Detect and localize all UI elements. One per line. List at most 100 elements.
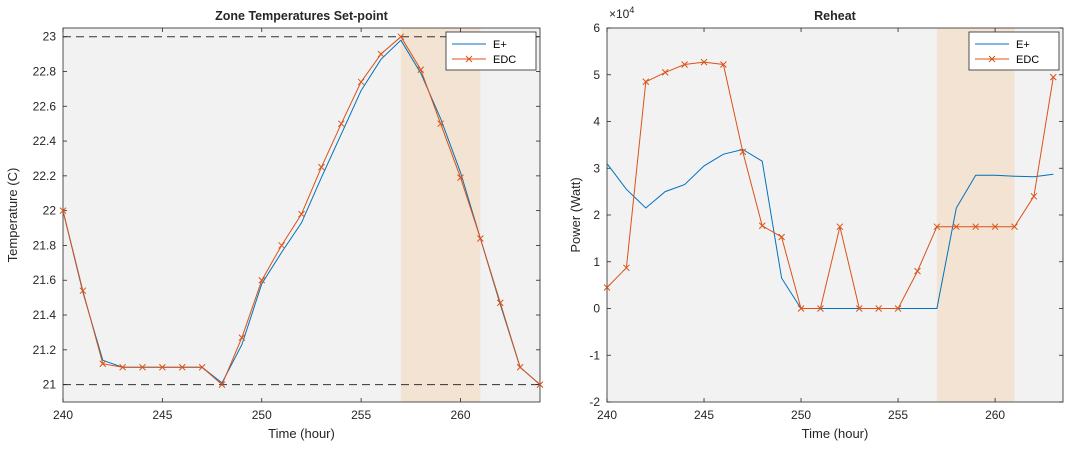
y-exponent-base: ×10 bbox=[609, 7, 630, 21]
data-point-marker bbox=[79, 287, 87, 295]
data-point-marker bbox=[972, 223, 980, 231]
marker-stroke bbox=[178, 363, 186, 371]
marker-stroke bbox=[397, 33, 405, 41]
marker-stroke bbox=[623, 264, 630, 272]
data-point-marker bbox=[894, 305, 902, 312]
data-point-marker bbox=[642, 78, 650, 86]
data-point-marker bbox=[59, 207, 67, 215]
data-point-marker bbox=[178, 363, 186, 371]
data-point-marker bbox=[914, 267, 921, 275]
y-tick-label: 21.2 bbox=[33, 343, 57, 357]
data-point-marker bbox=[238, 334, 246, 341]
marker-stroke bbox=[337, 120, 345, 128]
chart-zone-temperatures: 240 245 250 255 260 21 21.2 21.4 21.6 21.8 22 22.2 2… bbox=[5, 9, 544, 441]
data-point-marker bbox=[437, 120, 444, 128]
y-tick-label: 22.6 bbox=[33, 99, 57, 113]
y-tick-label: 3 bbox=[593, 161, 600, 175]
y-tick-label: 22 bbox=[43, 204, 57, 218]
marker-stroke bbox=[59, 207, 67, 215]
data-point-marker bbox=[536, 381, 544, 388]
data-point-marker bbox=[258, 276, 266, 284]
legend-zone-temp: E+ EDC bbox=[445, 31, 537, 71]
data-point-marker bbox=[139, 363, 146, 371]
data-point-marker bbox=[778, 233, 785, 241]
x-axis-label: Time (hour) bbox=[802, 426, 869, 441]
chart-title: Zone Temperatures Set-point bbox=[215, 9, 389, 23]
x-tick-label: 245 bbox=[694, 408, 714, 422]
marker-stroke bbox=[437, 120, 444, 128]
y-axis-label: Temperature (C) bbox=[5, 168, 20, 263]
data-point-marker bbox=[817, 305, 824, 312]
legend-marker bbox=[988, 55, 996, 63]
marker-stroke bbox=[457, 174, 464, 181]
y-tick-label: 1 bbox=[593, 255, 600, 269]
x-tick-label: 255 bbox=[888, 408, 908, 422]
legend-label: E+ bbox=[1016, 39, 1030, 51]
data-point-marker bbox=[119, 363, 126, 371]
marker-stroke bbox=[516, 363, 524, 371]
marker-stroke bbox=[836, 223, 844, 231]
y-tick-label: 21.6 bbox=[33, 273, 57, 287]
marker-stroke bbox=[278, 242, 285, 249]
series-line-edc bbox=[606, 61, 1054, 309]
marker-stroke bbox=[1049, 73, 1057, 81]
marker-stroke bbox=[99, 360, 107, 368]
data-point-marker bbox=[496, 299, 504, 307]
y-tick-label: 6 bbox=[593, 21, 600, 35]
data-point-marker bbox=[218, 381, 226, 388]
chart-title: Reheat bbox=[814, 9, 857, 23]
marker-stroke bbox=[238, 334, 246, 341]
marker-stroke bbox=[318, 163, 325, 171]
marker-stroke bbox=[218, 381, 226, 388]
marker-stroke bbox=[720, 61, 727, 68]
data-point-marker bbox=[700, 58, 708, 66]
data-point-marker bbox=[278, 242, 285, 249]
x-tick-label: 260 bbox=[450, 408, 470, 422]
data-point-marker bbox=[681, 61, 688, 68]
marker-stroke bbox=[952, 223, 960, 231]
y-tick-label: 2 bbox=[593, 208, 600, 222]
data-point-marker bbox=[836, 223, 844, 231]
series-line-e bbox=[606, 148, 1054, 309]
marker-stroke bbox=[1011, 223, 1018, 231]
data-point-marker bbox=[318, 163, 325, 171]
data-point-marker bbox=[952, 223, 960, 231]
highlight-band-reheat bbox=[936, 28, 1015, 402]
data-point-marker bbox=[739, 148, 747, 156]
marker-stroke bbox=[758, 222, 766, 230]
y-axis-label: Power (Watt) bbox=[568, 177, 583, 252]
x-tick-label: 250 bbox=[791, 408, 811, 422]
y-tick-label: 21.4 bbox=[33, 308, 57, 322]
marker-stroke bbox=[496, 299, 504, 307]
marker-stroke bbox=[681, 61, 688, 68]
marker-stroke bbox=[1030, 192, 1038, 200]
y-tick-label: 0 bbox=[593, 302, 600, 316]
axes-box-zone-temp bbox=[62, 27, 541, 403]
x-axis-label: Time (hour) bbox=[268, 426, 335, 441]
data-point-marker bbox=[377, 50, 385, 58]
data-point-marker bbox=[1030, 192, 1038, 200]
marker-stroke bbox=[258, 276, 266, 284]
data-point-marker bbox=[855, 305, 863, 312]
y-tick-label: 4 bbox=[593, 115, 600, 129]
marker-stroke bbox=[700, 58, 708, 66]
data-point-marker bbox=[516, 363, 524, 371]
data-point-marker bbox=[198, 363, 206, 371]
data-point-marker bbox=[797, 305, 805, 312]
marker-stroke bbox=[855, 305, 863, 312]
data-point-marker bbox=[661, 69, 669, 76]
marker-stroke bbox=[991, 223, 999, 231]
legend-box bbox=[968, 31, 1060, 71]
marker-stroke bbox=[661, 69, 669, 76]
marker-stroke bbox=[817, 305, 824, 312]
data-point-marker bbox=[1049, 73, 1057, 81]
y-tick-label: -1 bbox=[589, 348, 600, 362]
marker-stroke bbox=[914, 267, 921, 275]
marker-stroke bbox=[536, 381, 544, 388]
x-tick-label: 240 bbox=[53, 408, 73, 422]
marker-stroke bbox=[778, 233, 785, 241]
marker-stroke bbox=[739, 148, 747, 156]
legend-marker bbox=[465, 55, 473, 63]
data-point-marker bbox=[1011, 223, 1018, 231]
